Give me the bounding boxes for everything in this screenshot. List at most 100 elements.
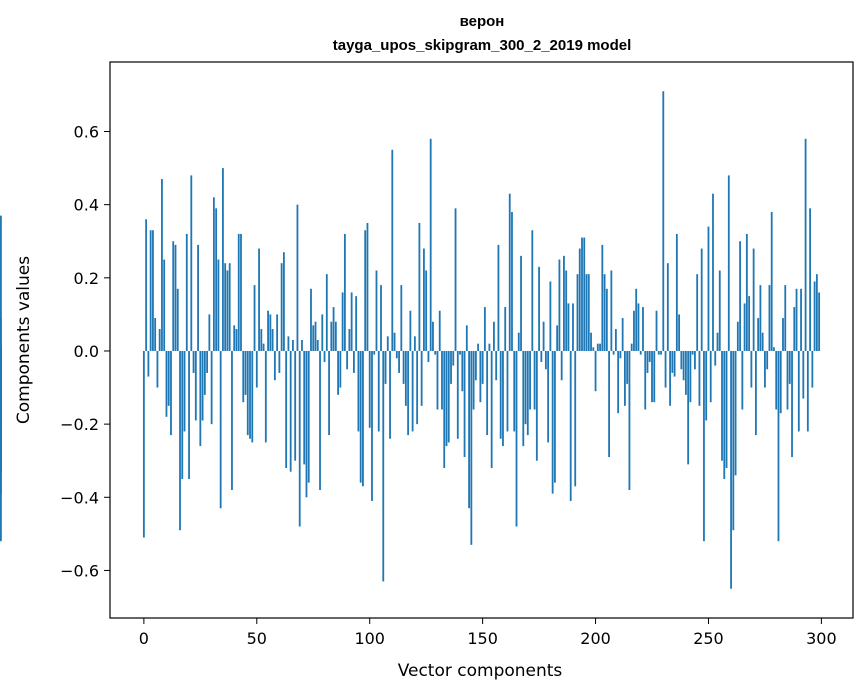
- bar: [703, 350, 705, 542]
- bar: [472, 350, 475, 410]
- bar: [373, 350, 376, 355]
- bar: [287, 336, 290, 351]
- bar: [332, 307, 335, 351]
- bar: [398, 350, 400, 373]
- bar: [167, 350, 170, 406]
- bar: [673, 350, 676, 377]
- bar: [754, 350, 757, 436]
- bar: [752, 248, 755, 351]
- bar: [563, 255, 565, 351]
- bar: [170, 350, 172, 436]
- bar: [357, 350, 360, 432]
- bar: [533, 350, 536, 410]
- bar: [206, 350, 209, 373]
- bar: [222, 168, 224, 351]
- bar: [278, 350, 281, 373]
- bar: [581, 237, 583, 351]
- y-tick-label: −0.6: [60, 561, 99, 580]
- bar: [648, 350, 651, 362]
- bar: [142, 350, 145, 538]
- bar: [416, 350, 419, 425]
- bar: [296, 204, 299, 351]
- bar: [179, 350, 181, 531]
- bar: [479, 350, 482, 403]
- bar: [619, 350, 622, 359]
- bar: [432, 321, 434, 351]
- bar: [301, 340, 303, 351]
- bar: [0, 215, 2, 351]
- y-axis-ticks: −0.6 −0.4 −0.2 0.0 0.2 0.4 0.6: [60, 123, 110, 580]
- bar: [574, 350, 577, 487]
- bar: [319, 350, 321, 490]
- bar: [165, 350, 168, 417]
- bar: [759, 285, 762, 351]
- bar: [782, 318, 784, 351]
- bar: [305, 350, 308, 498]
- bar: [362, 350, 364, 487]
- bar: [709, 350, 712, 403]
- bar: [583, 237, 586, 351]
- bar: [813, 281, 816, 351]
- bar: [145, 219, 148, 351]
- bar: [691, 350, 694, 355]
- bar: [497, 244, 500, 351]
- bar: [612, 350, 615, 355]
- bar: [425, 270, 428, 351]
- bar: [0, 318, 2, 351]
- y-tick-label: 0.4: [74, 196, 99, 215]
- bar: [712, 193, 714, 351]
- bar: [310, 288, 312, 351]
- bar: [452, 350, 455, 366]
- bar: [461, 350, 464, 392]
- bar: [210, 350, 213, 425]
- bar: [201, 350, 204, 421]
- bar: [477, 343, 480, 351]
- bar: [330, 321, 333, 351]
- bar: [253, 285, 256, 351]
- bar: [235, 329, 238, 351]
- bar: [0, 350, 2, 542]
- bar: [438, 310, 441, 351]
- bar: [630, 343, 633, 351]
- bar: [429, 138, 432, 351]
- y-tick-label: 0.6: [74, 123, 99, 142]
- bar: [556, 325, 559, 351]
- bar: [282, 252, 285, 351]
- bar: [662, 91, 665, 351]
- bar: [594, 350, 597, 392]
- bar: [624, 350, 626, 406]
- bar: [587, 274, 590, 351]
- bar: [657, 350, 660, 355]
- bar: [203, 350, 206, 395]
- bar: [237, 233, 240, 351]
- bar: [316, 340, 319, 351]
- bar: [553, 350, 556, 483]
- bar: [526, 350, 529, 436]
- bar: [797, 350, 800, 432]
- bar: [535, 350, 538, 461]
- bar: [154, 318, 157, 351]
- bar: [380, 285, 382, 351]
- bar: [784, 285, 787, 351]
- bar: [592, 347, 595, 351]
- bar: [208, 314, 211, 351]
- bar: [802, 350, 805, 399]
- bar: [675, 233, 678, 351]
- bar: [815, 274, 818, 351]
- bar: [544, 350, 547, 370]
- bar: [741, 350, 744, 410]
- bar: [395, 350, 398, 359]
- bar: [465, 325, 468, 351]
- bar: [651, 350, 653, 403]
- bar: [240, 233, 242, 351]
- bar: [233, 325, 236, 351]
- bar: [730, 350, 732, 589]
- bar: [341, 292, 344, 351]
- bar: [194, 350, 197, 421]
- bar: [382, 350, 385, 582]
- bars-group: [0, 91, 821, 589]
- bar: [768, 285, 771, 351]
- bar: [621, 318, 624, 351]
- bar: [637, 303, 640, 351]
- bar: [289, 350, 292, 472]
